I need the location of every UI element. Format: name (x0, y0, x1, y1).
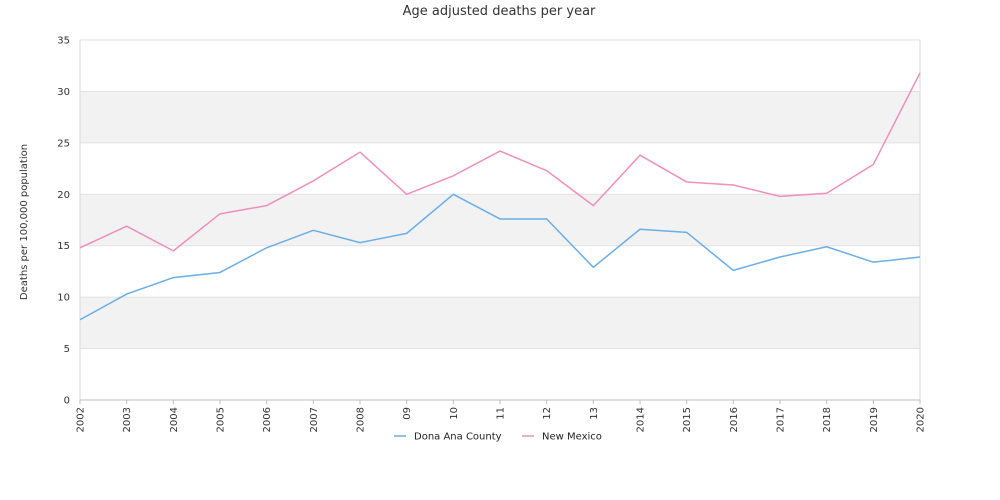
x-tick-label: 2014 (636, 407, 647, 432)
legend-item-dona-ana-county[interactable]: Dona Ana County (394, 432, 502, 443)
x-tick-label: 2016 (729, 407, 740, 432)
y-tick-label: 15 (57, 241, 70, 252)
x-tick-label: 2008 (356, 407, 367, 432)
x-tick-label: 11 (496, 407, 507, 420)
x-tick-label: 10 (449, 407, 460, 420)
x-tick-label: 2004 (169, 407, 180, 432)
x-tick-label: 2007 (309, 407, 320, 432)
background-band (80, 348, 920, 400)
y-tick-label: 5 (64, 344, 70, 355)
legend-label: Dona Ana County (414, 432, 502, 443)
background-band (80, 40, 920, 92)
background-bands (80, 40, 920, 400)
y-tick-label: 20 (57, 190, 70, 201)
background-band (80, 194, 920, 246)
x-tick-label: 2005 (216, 407, 227, 432)
y-tick-label: 0 (64, 396, 70, 407)
x-tick-label: 2018 (822, 407, 833, 432)
chart-title: Age adjusted deaths per year (403, 4, 596, 19)
y-tick-label: 35 (57, 36, 70, 47)
x-tick-label: 2020 (916, 407, 927, 432)
background-band (80, 91, 920, 143)
x-tick-label: 09 (402, 407, 413, 420)
legend-label: New Mexico (542, 432, 602, 443)
x-tick-label: 2015 (682, 407, 693, 432)
x-tick-label: 2006 (262, 407, 273, 432)
x-tick-label: 2017 (776, 407, 787, 432)
x-tick-label: 2002 (76, 407, 87, 432)
x-tick-label: 13 (589, 407, 600, 420)
y-tick-labels: 0 5 10 15 20 25 30 35 (57, 36, 70, 407)
legend-item-new-mexico[interactable]: New Mexico (522, 432, 602, 443)
x-tick-labels: 2002 2003 2004 2005 2006 2007 2008 09 10 11 12 13 20… (76, 400, 927, 432)
y-tick-label: 30 (57, 87, 70, 98)
background-band (80, 297, 920, 349)
legend: Dona Ana County New Mexico (394, 432, 602, 443)
y-axis-title: Deaths per 100,000 population (19, 144, 30, 300)
x-tick-label: 12 (542, 407, 553, 420)
x-tick-label: 2019 (869, 407, 880, 432)
series-layer (79, 72, 921, 321)
y-tick-label: 10 (57, 293, 70, 304)
x-tick-label: 2003 (122, 407, 133, 432)
series-line-new-mexico (79, 72, 921, 252)
series-line-dona-ana-county (79, 193, 921, 321)
y-tick-label: 25 (57, 138, 70, 149)
background-band (80, 245, 920, 298)
